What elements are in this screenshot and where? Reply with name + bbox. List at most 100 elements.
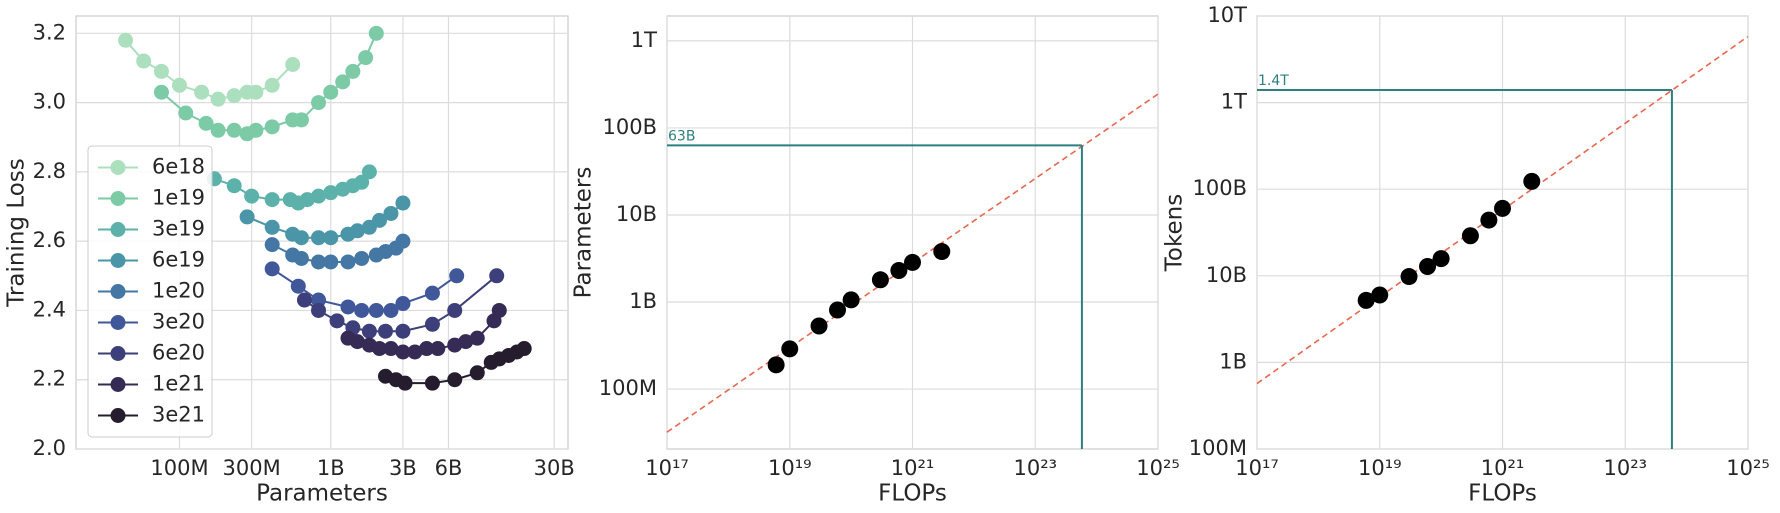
point — [424, 316, 440, 332]
y-tick-label: 3.0 — [33, 90, 66, 114]
y-axis-label: Parameters — [571, 167, 597, 299]
point — [516, 341, 532, 357]
point — [383, 302, 399, 318]
point — [329, 313, 345, 329]
y-tick-label: 10T — [1207, 3, 1247, 27]
point — [194, 84, 210, 100]
annotation-label: 63B — [668, 128, 695, 144]
point — [248, 122, 264, 138]
point — [842, 291, 860, 309]
legend-label: 1e20 — [152, 279, 205, 303]
point — [383, 205, 399, 221]
point — [469, 365, 485, 381]
legend-marker — [110, 408, 126, 423]
y-tick-label: 2.8 — [33, 159, 66, 183]
y-tick-label: 10B — [1206, 263, 1247, 287]
point — [335, 74, 351, 90]
point — [226, 178, 242, 194]
point — [424, 375, 440, 391]
point — [871, 271, 889, 289]
x-tick-label: 10²⁵ — [1726, 456, 1770, 480]
point — [1400, 268, 1418, 286]
legend-marker — [110, 222, 126, 237]
point — [323, 254, 339, 270]
legend-label: 6e19 — [152, 248, 205, 272]
point — [198, 115, 214, 131]
point — [1419, 258, 1437, 276]
point — [226, 122, 242, 138]
point — [153, 84, 169, 100]
point — [264, 119, 280, 135]
point — [210, 122, 226, 138]
point — [810, 317, 828, 335]
point — [340, 254, 356, 270]
point — [248, 84, 264, 100]
x-tick-label: 10¹⁷ — [1235, 456, 1279, 480]
legend-marker — [110, 191, 126, 206]
point — [449, 268, 465, 284]
point — [1461, 227, 1479, 245]
y-tick-label: 10B — [616, 202, 657, 226]
x-axis-label: FLOPs — [1468, 481, 1537, 507]
point — [153, 63, 169, 79]
y-tick-label: 1B — [1219, 349, 1247, 373]
point — [354, 250, 370, 266]
point — [890, 262, 908, 280]
legend-box — [87, 145, 213, 438]
point — [293, 250, 309, 266]
x-tick-label: 300M — [223, 456, 281, 480]
point — [1432, 250, 1450, 268]
x-tick-label: 10¹⁹ — [1358, 456, 1402, 480]
y-tick-label: 100B — [603, 115, 658, 139]
legend-marker — [110, 346, 126, 361]
legend-label: 6e20 — [152, 341, 205, 365]
legend-marker — [110, 377, 126, 392]
point — [293, 112, 309, 128]
y-tick-label: 2.0 — [33, 436, 66, 460]
legend-marker — [110, 160, 126, 175]
legend-label: 3e19 — [152, 217, 205, 241]
x-tick-label: 10²¹ — [891, 456, 935, 480]
legend-label: 1e19 — [152, 186, 205, 210]
x-axis-label: Parameters — [256, 481, 388, 507]
y-tick-label: 1B — [629, 289, 657, 313]
x-tick-label: 10²⁵ — [1136, 456, 1180, 480]
legend-label: 3e20 — [152, 310, 205, 334]
legend-marker — [110, 253, 126, 268]
point — [395, 195, 411, 211]
annotation-label: 1.4T — [1258, 73, 1289, 89]
y-tick-label: 100B — [1193, 176, 1248, 200]
y-axis-label: Training Loss — [4, 158, 30, 308]
point — [323, 230, 339, 246]
point — [395, 233, 411, 249]
point — [285, 56, 301, 72]
point — [489, 268, 505, 284]
point — [323, 84, 339, 100]
series-line — [303, 275, 498, 333]
point — [383, 341, 399, 357]
y-tick-label: 2.2 — [33, 367, 66, 391]
point — [372, 212, 388, 228]
point — [311, 302, 327, 318]
x-tick-label: 10¹⁷ — [645, 456, 689, 480]
point — [933, 243, 951, 261]
x-axis-label: FLOPs — [878, 481, 947, 507]
point — [1480, 211, 1498, 229]
legend-label: 1e21 — [152, 372, 205, 396]
point — [904, 253, 921, 271]
point — [430, 341, 446, 357]
point — [349, 334, 365, 350]
point — [226, 88, 242, 104]
x-tick-label: 1B — [317, 456, 345, 480]
point — [264, 219, 280, 235]
point — [171, 77, 187, 93]
point — [491, 302, 507, 318]
y-tick-label: 100M — [599, 376, 657, 400]
point — [311, 292, 327, 308]
point — [1357, 291, 1375, 309]
y-axis-label: Tokens — [1162, 194, 1188, 272]
x-tick-label: 100M — [150, 456, 208, 480]
point — [368, 25, 384, 41]
point — [210, 91, 226, 107]
